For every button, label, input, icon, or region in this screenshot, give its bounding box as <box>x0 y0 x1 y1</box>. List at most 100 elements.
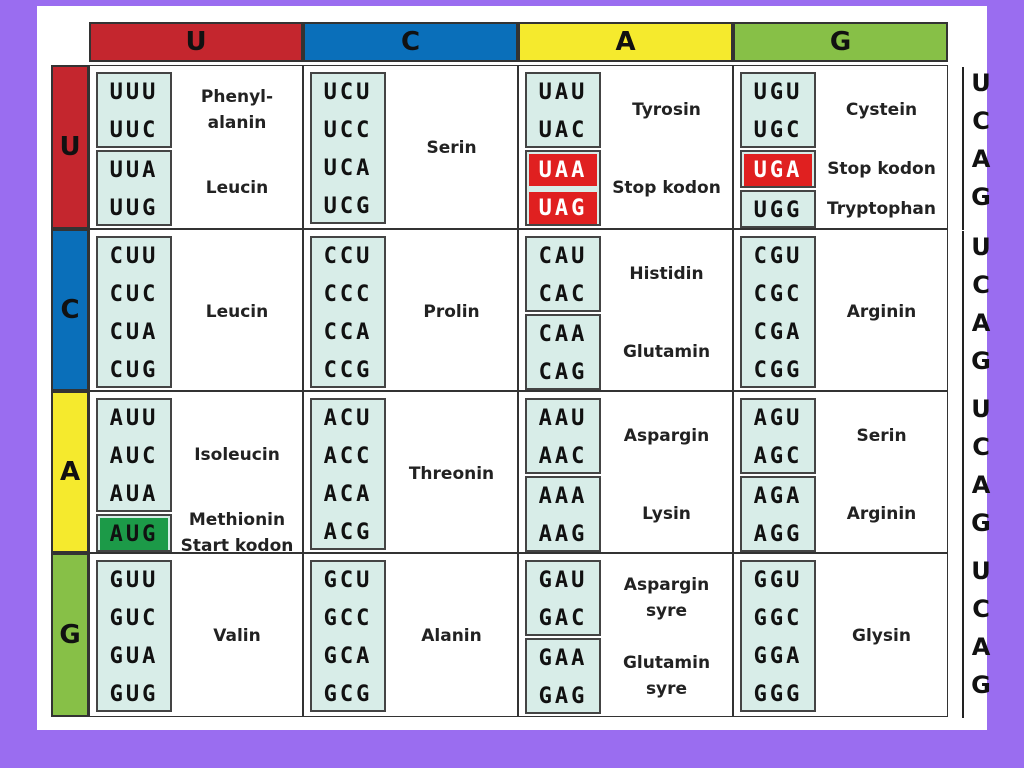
codon-aug: AUG <box>100 518 168 550</box>
codon-group: ACU ACC ACA ACG <box>310 398 386 550</box>
codon-caa: CAA <box>538 321 588 347</box>
amino-acid-label: Valin <box>176 623 298 649</box>
codon-group: AGA AGG <box>740 476 816 552</box>
codon-ggg: GGG <box>753 681 803 707</box>
first-letter-header-c: C <box>51 229 89 391</box>
codon-guc: GUC <box>109 605 159 631</box>
codon-group: AAU AAC <box>525 398 601 474</box>
amino-acid-label-line: Alanin <box>421 626 482 646</box>
amino-acid-label: Threonin <box>390 461 513 487</box>
codon-group: UAA UAG <box>525 150 601 226</box>
amino-acid-label: Phenyl-alanin <box>176 84 298 136</box>
amino-acid-label-line: syre <box>645 601 688 621</box>
codon-group: UGA <box>740 150 816 188</box>
codon-cell-ug: UGU UGC Cystein UGA Stop kodon UGG Tryptophan <box>733 65 948 229</box>
codon-group: CAA CAG <box>525 314 601 390</box>
codon-cca: CCA <box>323 319 373 345</box>
codon-uac: UAC <box>538 117 588 143</box>
codon-cell-ca: CAU CAC Histidin CAA CAG Glutamin <box>518 229 733 391</box>
amino-acid-label: Glutamin syre <box>605 650 728 702</box>
second-letter-header-c: C <box>303 22 518 62</box>
codon-gug: GUG <box>109 681 159 707</box>
amino-acid-label-line: Serin <box>426 138 477 158</box>
codon-cell-cc: CCU CCC CCA CCG Prolin <box>303 229 518 391</box>
amino-acid-label: Tyrosin <box>605 97 728 123</box>
third-letter-u: U <box>971 395 991 423</box>
codon-aag: AAG <box>538 521 588 547</box>
codon-ggc: GGC <box>753 605 803 631</box>
amino-acid-label-line: Leucin <box>205 178 269 198</box>
codon-gga: GGA <box>753 643 803 669</box>
amino-acid-label-line: Stop kodon <box>827 159 936 179</box>
codon-agu: AGU <box>753 405 803 431</box>
codon-cac: CAC <box>538 281 588 307</box>
codon-cua: CUA <box>109 319 159 345</box>
third-letter-u: U <box>971 557 991 585</box>
amino-acid-label: Arginin <box>820 501 943 527</box>
codon-aau: AAU <box>538 405 588 431</box>
amino-acid-label-line: Tyrosin <box>632 100 701 120</box>
amino-acid-label: Glutamin <box>605 339 728 365</box>
amino-acid-label: Serin <box>820 423 943 449</box>
codon-cgg: CGG <box>753 357 803 383</box>
codon-cell-uu: UUU UUC Phenyl-alanin UUA UUG Leucin <box>89 65 303 229</box>
codon-cell-gu: GUU GUC GUA GUG Valin <box>89 553 303 717</box>
amino-acid-label: Lysin <box>605 501 728 527</box>
amino-acid-label-line: Threonin <box>408 464 495 484</box>
amino-acid-label: Cystein <box>820 97 943 123</box>
amino-acid-label: Leucin <box>176 299 298 325</box>
amino-acid-label-line: Phenyl- <box>200 87 274 107</box>
amino-acid-label-line: Leucin <box>205 302 269 322</box>
third-letter-g: G <box>971 183 991 211</box>
codon-gcg: GCG <box>323 681 373 707</box>
third-letter-c: C <box>972 107 990 135</box>
codon-group: CUU CUC CUA CUG <box>96 236 172 388</box>
codon-group: GAA GAG <box>525 638 601 714</box>
codon-ugc: UGC <box>753 117 803 143</box>
codon-gca: GCA <box>323 643 373 669</box>
codon-group: UGG <box>740 190 816 228</box>
codon-cell-cu: CUU CUC CUA CUG Leucin <box>89 229 303 391</box>
codon-agg: AGG <box>753 521 803 547</box>
codon-ugg: UGG <box>753 197 803 223</box>
codon-agc: AGC <box>753 443 803 469</box>
codon-uau: UAU <box>538 79 588 105</box>
amino-acid-label-line: alanin <box>207 113 267 133</box>
first-letter-header-a: A <box>51 391 89 553</box>
codon-cug: CUG <box>109 357 159 383</box>
amino-acid-label-line: Prolin <box>423 302 480 322</box>
third-letter-a: A <box>971 471 991 499</box>
codon-group: UUA UUG <box>96 150 172 226</box>
codon-ccc: CCC <box>323 281 373 307</box>
codon-cell-ac: ACU ACC ACA ACG Threonin <box>303 391 518 553</box>
amino-acid-label-line: Aspargin <box>623 426 710 446</box>
codon-gua: GUA <box>109 643 159 669</box>
codon-auc: AUC <box>109 443 159 469</box>
codon-group: GGU GGC GGA GGG <box>740 560 816 712</box>
third-letter-a: A <box>971 309 991 337</box>
codon-auu: AUU <box>109 405 159 431</box>
codon-cell-gc: GCU GCC GCA GCG Alanin <box>303 553 518 717</box>
amino-acid-label: Prolin <box>390 299 513 325</box>
codon-acc: ACC <box>323 443 373 469</box>
codon-uug: UUG <box>109 195 159 221</box>
codon-cga: CGA <box>753 319 803 345</box>
amino-acid-label-line: Tryptophan <box>826 199 936 219</box>
codon-aaa: AAA <box>538 483 588 509</box>
codon-group: CGU CGC CGA CGG <box>740 236 816 388</box>
codon-ccu: CCU <box>323 243 373 269</box>
amino-acid-label: Methionin Start kodon <box>176 507 298 559</box>
amino-acid-label: Aspargin syre <box>605 572 728 624</box>
third-letter-g: G <box>971 509 991 537</box>
amino-acid-label-line: Start kodon <box>180 536 294 556</box>
codon-gau: GAU <box>538 567 588 593</box>
amino-acid-label: Histidin <box>605 261 728 287</box>
amino-acid-label-line: Glysin <box>852 626 911 646</box>
codon-uga: UGA <box>744 154 812 186</box>
amino-acid-label-line: Serin <box>856 426 907 446</box>
codon-acg: ACG <box>323 519 373 545</box>
codon-group: UCU UCC UCA UCG <box>310 72 386 224</box>
codon-acu: ACU <box>323 405 373 431</box>
